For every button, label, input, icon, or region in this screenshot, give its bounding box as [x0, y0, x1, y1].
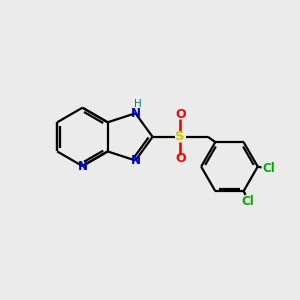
Text: N: N: [130, 107, 140, 120]
Text: N: N: [77, 160, 87, 172]
Text: Cl: Cl: [242, 195, 254, 208]
Text: Cl: Cl: [262, 163, 275, 176]
Text: S: S: [176, 130, 185, 143]
Text: O: O: [175, 152, 186, 165]
Text: O: O: [175, 109, 186, 122]
Text: H: H: [134, 99, 142, 110]
Text: N: N: [130, 154, 140, 167]
